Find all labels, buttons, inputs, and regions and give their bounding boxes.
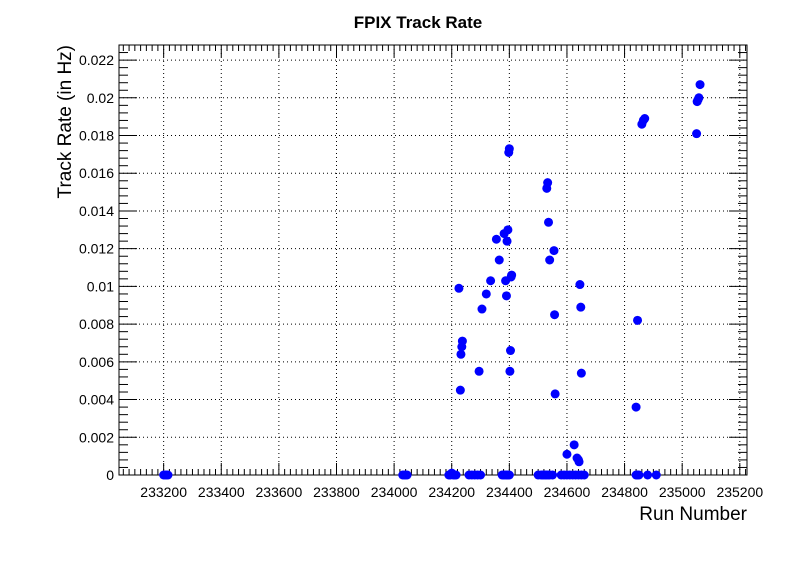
y-tick-label: 0.016	[79, 165, 114, 181]
x-tick-label: 233400	[198, 484, 245, 500]
y-tick-label: 0.014	[79, 203, 114, 219]
data-point	[579, 470, 589, 480]
data-point	[692, 129, 702, 139]
x-tick-label: 235200	[716, 484, 763, 500]
data-point	[486, 276, 496, 286]
y-tick-label: 0.012	[79, 241, 114, 257]
data-point	[576, 302, 586, 312]
data-point	[507, 270, 517, 280]
data-point	[503, 225, 513, 235]
data-point	[456, 349, 466, 359]
data-point	[640, 114, 650, 124]
x-tick-label: 234000	[371, 484, 418, 500]
data-point	[544, 217, 554, 227]
y-tick-label: 0	[106, 467, 114, 483]
y-tick-label: 0.002	[79, 429, 114, 445]
x-tick-label: 235000	[659, 484, 706, 500]
data-point	[643, 470, 653, 480]
data-point	[481, 289, 491, 299]
tick-labels: 233200 233400 233600 233800 234000 234200 2344…	[79, 52, 763, 500]
chart-title: FPIX Track Rate	[354, 13, 483, 32]
data-point	[402, 470, 412, 480]
data-point	[455, 385, 465, 395]
y-tick-label: 0.022	[79, 52, 114, 68]
data-point	[476, 470, 486, 480]
y-axis-title: Track Rate (in Hz)	[55, 45, 76, 198]
gridlines	[119, 45, 747, 475]
data-point	[569, 440, 579, 450]
data-point	[550, 310, 560, 320]
y-tick-label: 0.004	[79, 392, 114, 408]
y-tick-label: 0.006	[79, 354, 114, 370]
data-point	[163, 470, 173, 480]
data-point	[550, 389, 560, 399]
data-point	[454, 283, 464, 293]
x-tick-label: 234200	[428, 484, 475, 500]
data-point	[501, 291, 511, 301]
data-point	[694, 93, 704, 103]
x-tick-label: 234800	[601, 484, 648, 500]
plot-frame	[118, 44, 748, 476]
data-point	[451, 470, 461, 480]
data-points	[159, 80, 705, 480]
data-point	[651, 470, 661, 480]
data-point	[491, 234, 501, 244]
data-point	[576, 368, 586, 378]
data-point	[631, 402, 641, 412]
x-tick-label: 234600	[544, 484, 591, 500]
data-point	[502, 236, 512, 246]
data-point	[477, 304, 487, 314]
y-tick-label: 0.02	[87, 90, 114, 106]
data-point	[574, 457, 584, 467]
data-point	[457, 336, 467, 346]
x-tick-label: 233800	[313, 484, 360, 500]
x-tick-label: 233600	[256, 484, 303, 500]
data-point	[543, 178, 553, 188]
data-point	[575, 280, 585, 290]
y-tick-label: 0.01	[87, 278, 114, 294]
y-tick-label: 0.008	[79, 316, 114, 332]
data-point	[505, 366, 515, 376]
data-point	[504, 144, 514, 154]
data-point	[474, 366, 484, 376]
axis-ticks	[119, 44, 747, 476]
data-point	[548, 470, 558, 480]
data-point	[562, 449, 572, 459]
x-axis-title: Run Number	[639, 504, 747, 525]
data-point	[634, 470, 644, 480]
y-tick-label: 0.018	[79, 128, 114, 144]
x-tick-label: 234400	[486, 484, 533, 500]
data-point	[549, 246, 559, 256]
data-point	[504, 470, 514, 480]
data-point	[545, 255, 555, 265]
data-point	[494, 255, 504, 265]
data-point	[695, 80, 705, 90]
x-tick-label: 233200	[140, 484, 187, 500]
data-point	[505, 346, 515, 356]
data-point	[633, 315, 643, 325]
